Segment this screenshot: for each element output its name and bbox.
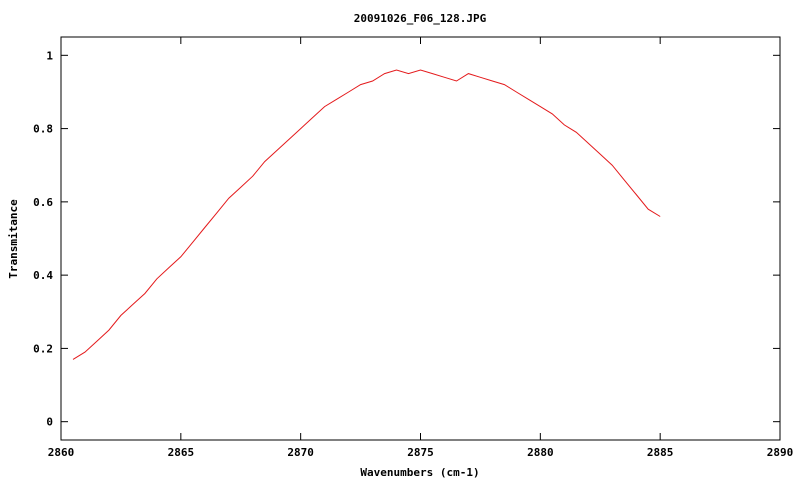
y-tick-label: 0 [46, 416, 53, 429]
x-tick-label: 2870 [287, 446, 314, 459]
plot-frame [60, 36, 781, 441]
x-tick-label: 2860 [48, 446, 75, 459]
spectrum-line [72, 69, 661, 360]
y-tick-label: 0.8 [33, 123, 53, 136]
y-axis-ticks: 0 0.2 0.4 0.6 0.8 1 [33, 49, 780, 429]
x-tick-label: 2875 [407, 446, 434, 459]
y-axis-label: Transmitance [7, 199, 20, 279]
x-tick-label: 2890 [767, 446, 794, 459]
y-tick-label: 1 [46, 49, 53, 62]
y-tick-label: 0.4 [33, 269, 53, 282]
chart-title: 20091026_F06_128.JPG [354, 12, 487, 25]
y-tick-label: 0.6 [33, 196, 53, 209]
y-tick-label: 0.2 [33, 342, 53, 355]
x-axis-label: Wavenumbers (cm-1) [360, 466, 479, 479]
x-tick-label: 2880 [527, 446, 554, 459]
x-axis-ticks: 2860 2865 2870 2875 2880 2885 2890 [48, 37, 794, 459]
x-tick-label: 2885 [647, 446, 674, 459]
x-tick-label: 2865 [168, 446, 195, 459]
series-layer [72, 69, 661, 360]
